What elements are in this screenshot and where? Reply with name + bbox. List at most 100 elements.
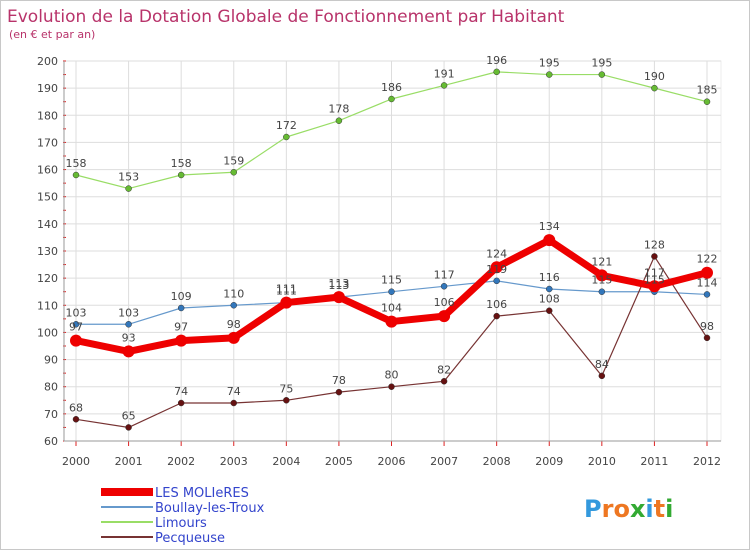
y-tick-label-130: 130 [37,245,58,258]
logo-letter: P [584,495,602,523]
point-boullay-les-troux-2003 [230,302,237,309]
data-label-boullay-les-troux-2004: 111 [276,285,297,298]
data-label-pecqueuse-2009: 108 [539,293,560,306]
y-tick-label-160: 160 [37,164,58,177]
data-label-les-molieres-2001: 93 [122,331,136,344]
data-label-les-molieres-2004: 111 [276,283,297,296]
point-pecqueuse-2002 [177,399,185,407]
data-label-pecqueuse-2000: 68 [69,401,83,414]
data-label-limours-2008: 196 [486,54,507,67]
data-label-limours-2001: 153 [118,171,139,184]
data-label-limours-2004: 172 [276,119,297,132]
y-tick-label-70: 70 [44,408,58,421]
logo-letter: x [630,495,646,523]
x-tick-label-2000: 2000 [62,455,90,468]
data-label-limours-2005: 178 [328,103,349,116]
point-les-molieres-2008 [490,261,503,274]
data-label-limours-2012: 185 [697,84,718,97]
point-pecqueuse-2003 [230,399,237,407]
point-les-molieres-2007 [438,310,451,323]
point-limours-2008 [493,68,500,76]
y-tick-label-90: 90 [44,354,58,367]
data-label-les-molieres-2010: 121 [591,255,612,268]
point-boullay-les-troux-2009 [546,285,553,293]
data-label-limours-2009: 195 [539,57,560,70]
data-label-les-molieres-2011: 117 [644,266,665,279]
x-tick-label-2003: 2003 [220,455,248,468]
y-tick-label-170: 170 [37,136,58,149]
point-boullay-les-troux-2007 [440,283,448,290]
data-label-les-molieres-2002: 97 [174,321,188,334]
data-label-pecqueuse-2010: 84 [595,358,609,371]
x-tick-label-2005: 2005 [325,455,353,468]
data-label-les-molieres-2009: 134 [539,220,560,233]
chart-subtitle: (en € et par an) [9,28,95,41]
point-limours-2010 [598,71,606,78]
point-les-molieres-2011 [648,280,661,293]
point-boullay-les-troux-2006 [388,288,395,295]
point-pecqueuse-2010 [598,372,606,380]
data-label-limours-2006: 186 [381,81,402,94]
data-label-pecqueuse-2002: 74 [174,385,188,398]
data-label-pecqueuse-2004: 75 [279,382,293,395]
point-limours-2007 [440,82,448,89]
data-label-les-molieres-2007: 106 [434,296,455,309]
data-label-boullay-les-troux-2002: 109 [171,290,192,303]
x-axis: 2000 2001 2002 2003 2004 2005 2006 2007 2008 2009… [62,440,721,468]
data-label-boullay-les-troux-2005: 113 [328,279,349,292]
data-label-boullay-les-troux-2000: 103 [66,306,87,319]
data-label-pecqueuse-2006: 80 [385,369,399,382]
point-limours-2012 [703,98,711,105]
point-les-molieres-2001 [122,345,135,358]
data-label-limours-2003: 159 [223,154,244,167]
y-tick-label-200: 200 [37,55,58,68]
y-tick-label-120: 120 [37,272,58,285]
data-label-pecqueuse-2012: 98 [700,320,714,333]
point-les-molieres-2004 [280,296,293,309]
data-label-boullay-les-troux-2008: 119 [486,263,507,276]
x-tick-label-2006: 2006 [378,455,406,468]
data-label-limours-2011: 190 [644,70,665,83]
point-les-molieres-2000 [70,334,82,347]
point-les-molieres-2005 [332,291,345,304]
x-tick-label-2004: 2004 [272,455,300,468]
point-pecqueuse-2004 [283,397,290,404]
point-pecqueuse-2005 [335,388,343,396]
data-label-les-molieres-2000: 97 [69,321,83,334]
point-les-molieres-2006 [385,315,398,328]
y-tick-label-190: 190 [37,82,58,95]
point-limours-2003 [230,169,237,176]
point-boullay-les-troux-2008 [493,277,500,285]
legend-label-limours: Limours [155,516,207,531]
y-tick-label-100: 100 [37,326,58,339]
point-boullay-les-troux-2000 [72,321,80,328]
data-label-boullay-les-troux-2007: 117 [434,268,455,281]
y-tick-label-110: 110 [37,299,58,312]
data-label-boullay-les-troux-2003: 110 [223,287,244,300]
legend-label-les-molieres: LES MOLIeRES [155,486,249,501]
x-tick-label-2007: 2007 [430,455,458,468]
data-label-limours-2000: 158 [66,157,87,170]
logo-letter: t [654,495,665,523]
x-tick-label-2001: 2001 [115,455,143,468]
point-boullay-les-troux-2001 [125,321,132,328]
point-boullay-les-troux-2012 [703,291,711,298]
point-les-molieres-2002 [175,334,188,347]
data-label-boullay-les-troux-2012: 114 [697,276,718,289]
legend-label-pecqueuse: Pecqueuse [155,531,225,546]
point-limours-2000 [72,171,80,179]
data-label-pecqueuse-2005: 78 [332,374,346,387]
y-tick-label-140: 140 [37,218,58,231]
y-axis: 60 70 80 90 100 110 120 130 140 150 160 170 180 190 20… [37,55,66,448]
data-label-boullay-les-troux-2001: 103 [118,306,139,319]
legend-label-boullay-les-troux: Boullay-les-Troux [155,501,265,516]
proxiti-logo: Proxiti [584,495,673,523]
point-pecqueuse-2001 [125,424,132,431]
point-pecqueuse-2011 [651,253,658,260]
point-les-molieres-2010 [595,269,608,282]
data-label-boullay-les-troux-2009: 116 [539,271,560,284]
data-label-pecqueuse-2001: 65 [122,409,136,422]
data-label-pecqueuse-2003: 74 [227,385,241,398]
y-tick-label-80: 80 [44,381,58,394]
